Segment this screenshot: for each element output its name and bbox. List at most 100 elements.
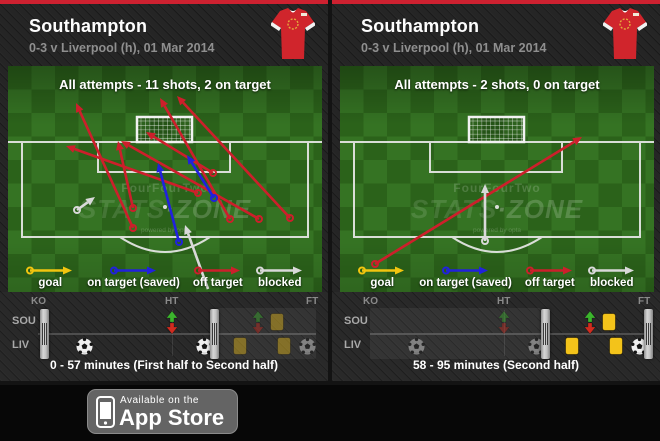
handle-grip	[542, 323, 548, 345]
substitution-icon	[583, 310, 597, 334]
handle-grip	[211, 323, 217, 345]
timeline-event-yellow	[602, 313, 616, 336]
timeline-handle[interactable]	[39, 309, 49, 359]
timeline-halftime-tick	[172, 310, 173, 356]
shot-arrow	[177, 96, 294, 222]
legend-arrow-icon	[358, 266, 405, 275]
timeline-event-yellow	[565, 337, 579, 360]
app-store-badge[interactable]: Available on the App Store	[87, 389, 238, 434]
yellow-card-icon	[233, 337, 247, 355]
yellow-card-icon	[270, 313, 284, 331]
legend-arrow-icon	[441, 266, 488, 275]
timeline-canvas: KO HT FT SOU LIV	[332, 292, 660, 381]
yellow-card-icon	[565, 337, 579, 355]
timeline-caption: 0 - 57 minutes (First half to Second hal…	[49, 358, 279, 372]
substitution-icon	[165, 310, 179, 334]
handle-grip	[645, 323, 651, 345]
timeline-label-ko: KO	[363, 296, 378, 307]
legend-label: off target	[524, 277, 575, 289]
legend-arrow-icon	[587, 266, 634, 275]
team-jersey-icon	[270, 7, 316, 66]
shot-arrow	[587, 266, 634, 275]
goal-frame-icon	[467, 115, 526, 144]
timeline-label-ht: HT	[497, 296, 511, 307]
badge-title: App Store	[119, 405, 225, 430]
panel-first-half: Southampton 0-3 v Liverpool (h), 01 Mar …	[0, 0, 328, 381]
timeline-track	[370, 333, 648, 335]
timeline-handle[interactable]	[643, 309, 653, 359]
legend-label: goal	[370, 277, 395, 289]
team-name: Southampton	[29, 16, 148, 36]
timeline-label-ko: KO	[31, 296, 46, 307]
legend-arrow-icon	[525, 266, 572, 275]
shot-legend: goal on target (saved) off target blocked	[340, 265, 654, 289]
timeline-row-sou: SOU	[12, 315, 36, 327]
timeline-handle[interactable]	[209, 309, 219, 359]
legend-arrow-icon	[109, 266, 156, 275]
legend-item-blocked: blocked	[587, 265, 636, 289]
timeline-event-sub	[251, 310, 265, 339]
shot-arrow	[121, 141, 263, 223]
substitution-icon	[497, 310, 511, 334]
football-icon	[407, 337, 425, 354]
yellow-card-icon	[277, 337, 291, 355]
match-subtitle: 0-3 v Liverpool (h), 01 Mar 2014	[29, 41, 215, 55]
legend-item-goal: goal	[358, 265, 406, 289]
svg-text:powered by opta: powered by opta	[473, 227, 521, 234]
timeline-event-yellow	[609, 337, 623, 360]
panel-second-half: Southampton 0-3 v Liverpool (h), 01 Mar …	[332, 0, 660, 381]
shot-arrow	[441, 266, 488, 275]
timeline-event-yellow	[270, 313, 284, 336]
shot-arrow	[73, 197, 95, 214]
timeline-label-ft: FT	[306, 296, 319, 307]
badge-tagline: Available on the	[120, 395, 199, 406]
shot-arrow	[255, 266, 302, 275]
team-jersey-icon	[602, 7, 648, 66]
shot-arrow	[156, 163, 183, 246]
match-subtitle: 0-3 v Liverpool (h), 01 Mar 2014	[361, 41, 547, 55]
legend-item-goal: goal	[26, 265, 74, 289]
legend-label: goal	[38, 277, 63, 289]
shot-arrow	[358, 266, 405, 275]
timeline-event-yellow	[233, 337, 247, 360]
shot-arrow	[109, 266, 156, 275]
legend-label: off target	[192, 277, 243, 289]
svg-text:powered by opta: powered by opta	[141, 227, 189, 234]
timeline-event-goal	[407, 337, 425, 360]
timeline-event-sub	[497, 310, 511, 339]
legend-label: on target (saved)	[419, 277, 512, 289]
football-icon	[298, 337, 316, 354]
timeline-halftime-tick	[504, 310, 505, 356]
team-name: Southampton	[361, 16, 480, 36]
shot-arrow	[26, 266, 73, 275]
legend-label: blocked	[258, 277, 302, 289]
timeline-unselected-region	[370, 308, 541, 359]
legend-arrow-icon	[26, 266, 73, 275]
legend-item-saved: on target (saved)	[87, 265, 180, 289]
legend-arrow-icon	[193, 266, 240, 275]
timeline-event-sub	[583, 310, 597, 339]
timeline-row-liv: LIV	[344, 339, 362, 351]
pitch-title: All attempts - 11 shots, 2 on target	[59, 77, 271, 92]
shot-legend: goal on target (saved) off target blocked	[8, 265, 322, 289]
timeline-canvas: KO HT FT SOU LIV	[0, 292, 328, 381]
phone-icon	[96, 396, 115, 433]
shot-arrow	[116, 141, 137, 212]
svg-text:STATS·ZONE: STATS·ZONE	[411, 194, 583, 224]
handle-grip	[41, 323, 47, 345]
shot-arrow	[525, 266, 572, 275]
timeline-row-liv: LIV	[12, 339, 30, 351]
shot-arrow	[184, 225, 210, 290]
legend-arrow-icon	[255, 266, 302, 275]
legend-item-blocked: blocked	[255, 265, 304, 289]
timeline-label-ft: FT	[638, 296, 651, 307]
footer-bar: Available on the App Store Created with …	[0, 385, 660, 441]
football-icon	[75, 337, 93, 354]
timeline-handle[interactable]	[540, 309, 550, 359]
shot-arrow	[187, 155, 218, 202]
